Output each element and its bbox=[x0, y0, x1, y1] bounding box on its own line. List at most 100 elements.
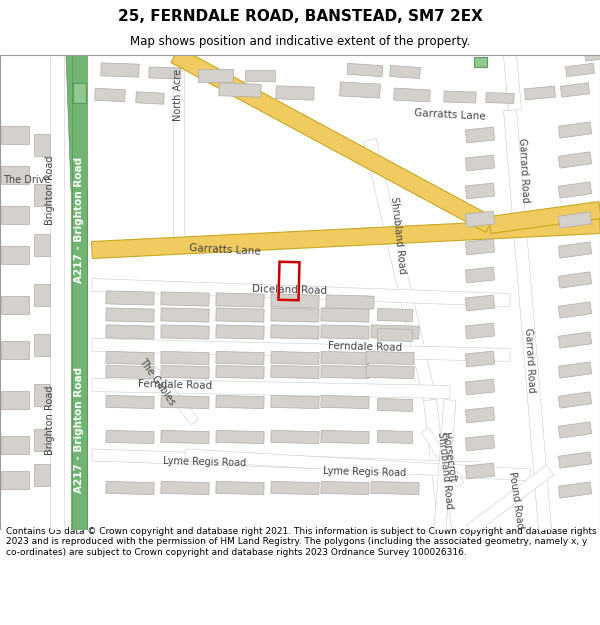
Polygon shape bbox=[1, 206, 29, 224]
Text: Lyme Regis Road: Lyme Regis Road bbox=[323, 466, 407, 478]
Text: Pound Road: Pound Road bbox=[507, 471, 525, 529]
Polygon shape bbox=[216, 308, 264, 322]
Polygon shape bbox=[137, 352, 199, 425]
Text: Map shows position and indicative extent of the property.: Map shows position and indicative extent… bbox=[130, 35, 470, 48]
Polygon shape bbox=[34, 134, 50, 156]
Polygon shape bbox=[106, 396, 154, 409]
Polygon shape bbox=[326, 295, 374, 309]
Polygon shape bbox=[34, 284, 50, 306]
Polygon shape bbox=[71, 55, 86, 530]
Polygon shape bbox=[321, 431, 369, 444]
Polygon shape bbox=[66, 55, 87, 190]
Polygon shape bbox=[161, 351, 209, 364]
Text: Ferndale Road: Ferndale Road bbox=[138, 379, 212, 391]
Polygon shape bbox=[161, 325, 209, 339]
Text: A217 - Brighton Road: A217 - Brighton Road bbox=[74, 157, 84, 283]
Polygon shape bbox=[216, 431, 264, 444]
Polygon shape bbox=[1, 166, 29, 184]
Polygon shape bbox=[1, 296, 29, 314]
Polygon shape bbox=[1, 126, 29, 144]
Polygon shape bbox=[161, 481, 209, 494]
Polygon shape bbox=[271, 351, 319, 364]
Polygon shape bbox=[101, 63, 139, 77]
Text: Shrubland Road: Shrubland Road bbox=[436, 431, 454, 509]
Polygon shape bbox=[50, 55, 64, 530]
Text: Brighton Road: Brighton Road bbox=[45, 385, 55, 455]
Polygon shape bbox=[559, 122, 592, 138]
Polygon shape bbox=[34, 184, 50, 206]
Polygon shape bbox=[466, 407, 494, 423]
Polygon shape bbox=[466, 183, 494, 199]
Polygon shape bbox=[161, 431, 209, 444]
Polygon shape bbox=[466, 267, 494, 283]
Polygon shape bbox=[565, 63, 595, 77]
Polygon shape bbox=[486, 92, 514, 104]
Polygon shape bbox=[92, 449, 480, 474]
Polygon shape bbox=[559, 482, 592, 498]
Polygon shape bbox=[524, 86, 556, 100]
Polygon shape bbox=[559, 272, 592, 288]
Polygon shape bbox=[95, 88, 125, 102]
Polygon shape bbox=[466, 155, 494, 171]
Polygon shape bbox=[271, 396, 319, 409]
Polygon shape bbox=[559, 182, 592, 198]
Polygon shape bbox=[106, 431, 154, 444]
Polygon shape bbox=[106, 481, 154, 494]
Polygon shape bbox=[71, 190, 87, 530]
Polygon shape bbox=[216, 481, 264, 494]
Text: Garrard Road: Garrard Road bbox=[517, 138, 530, 202]
Polygon shape bbox=[1, 246, 29, 264]
Polygon shape bbox=[171, 48, 494, 232]
Polygon shape bbox=[559, 152, 592, 168]
Polygon shape bbox=[271, 294, 319, 308]
Text: Garrard Road: Garrard Road bbox=[523, 328, 536, 392]
Polygon shape bbox=[421, 428, 464, 488]
Polygon shape bbox=[149, 67, 181, 79]
Polygon shape bbox=[216, 351, 264, 364]
Polygon shape bbox=[321, 396, 369, 409]
Text: Diceland Road: Diceland Road bbox=[253, 284, 328, 296]
Polygon shape bbox=[216, 396, 264, 409]
Text: Brighton Road: Brighton Road bbox=[45, 155, 55, 225]
Polygon shape bbox=[466, 239, 494, 255]
Polygon shape bbox=[216, 366, 264, 379]
Polygon shape bbox=[34, 384, 50, 406]
Polygon shape bbox=[466, 351, 494, 367]
Polygon shape bbox=[389, 66, 421, 79]
Polygon shape bbox=[161, 366, 209, 379]
Polygon shape bbox=[245, 69, 275, 81]
Polygon shape bbox=[185, 449, 530, 481]
Text: 25, FERNDALE ROAD, BANSTEAD, SM7 2EX: 25, FERNDALE ROAD, BANSTEAD, SM7 2EX bbox=[118, 9, 482, 24]
Polygon shape bbox=[321, 308, 369, 322]
Polygon shape bbox=[321, 481, 369, 494]
Polygon shape bbox=[473, 57, 487, 67]
Polygon shape bbox=[559, 212, 592, 228]
Polygon shape bbox=[1, 391, 29, 409]
Text: Ferndale Road: Ferndale Road bbox=[328, 341, 402, 353]
Polygon shape bbox=[216, 293, 264, 307]
Polygon shape bbox=[377, 399, 413, 411]
Polygon shape bbox=[321, 366, 369, 379]
Polygon shape bbox=[1, 471, 29, 489]
Polygon shape bbox=[106, 351, 154, 364]
Polygon shape bbox=[366, 366, 414, 379]
Polygon shape bbox=[559, 302, 592, 318]
Polygon shape bbox=[466, 463, 494, 479]
Polygon shape bbox=[503, 54, 521, 111]
Text: The Gables: The Gables bbox=[137, 357, 177, 408]
Polygon shape bbox=[347, 63, 383, 77]
Polygon shape bbox=[424, 399, 451, 531]
Polygon shape bbox=[560, 83, 590, 97]
Polygon shape bbox=[216, 325, 264, 339]
Polygon shape bbox=[321, 351, 369, 364]
Polygon shape bbox=[434, 399, 456, 531]
Polygon shape bbox=[161, 396, 209, 409]
Polygon shape bbox=[559, 332, 592, 348]
Polygon shape bbox=[366, 351, 414, 364]
Polygon shape bbox=[219, 82, 261, 98]
Polygon shape bbox=[73, 83, 86, 103]
Polygon shape bbox=[92, 379, 450, 399]
Polygon shape bbox=[377, 329, 413, 341]
Polygon shape bbox=[489, 202, 600, 233]
Polygon shape bbox=[34, 234, 50, 256]
